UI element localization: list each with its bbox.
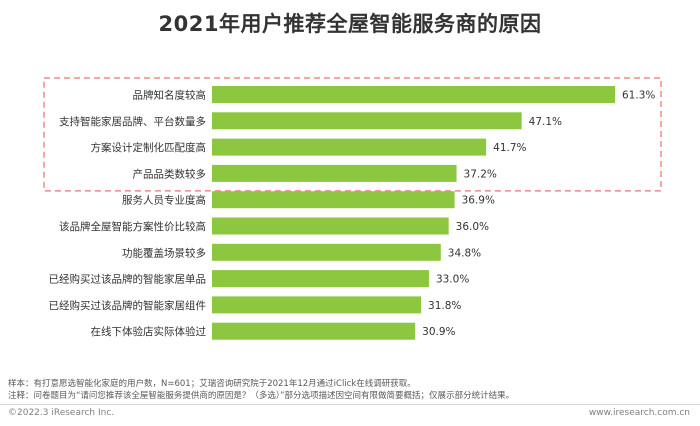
category-label: 方案设计定制化匹配度高	[91, 141, 207, 154]
value-label: 36.9%	[462, 195, 495, 207]
bar	[212, 112, 522, 130]
sample-note: 样本：有打意愿选智能化家庭的用户数，N=601；艾瑞咨询研究院于2021年12月…	[8, 379, 416, 389]
annotation-note: 注释：问卷题目为“请问您推荐该全屋智能服务提供商的原因是？（多选）”部分选项描述…	[8, 391, 515, 401]
bar	[212, 217, 449, 235]
website-text: www.iresearch.com.cn	[588, 408, 690, 418]
value-label: 34.8%	[448, 247, 481, 259]
chart-title: 2021年用户推荐全屋智能服务商的原因	[158, 12, 542, 36]
bar	[212, 322, 416, 340]
bar	[212, 270, 429, 288]
value-label: 31.8%	[428, 300, 461, 312]
category-label: 支持智能家居品牌、平台数量多	[59, 115, 206, 128]
copyright-text: ©2022.3 iResearch Inc.	[8, 408, 115, 418]
value-label: 37.2%	[464, 168, 497, 180]
bar	[212, 86, 615, 103]
highlight-box	[43, 77, 662, 192]
notes: 样本：有打意愿选智能化家庭的用户数，N=601；艾瑞咨询研究院于2021年12月…	[8, 378, 514, 402]
category-label: 产品品类数较多	[133, 167, 207, 180]
bar	[212, 243, 441, 261]
value-label: 36.0%	[456, 221, 489, 233]
value-label: 30.9%	[422, 326, 455, 338]
category-label: 在线下体验店实际体验过	[91, 325, 207, 338]
category-label: 已经购买过该品牌的智能家居单品	[49, 273, 207, 286]
bar	[212, 296, 422, 314]
category-label: 已经购买过该品牌的智能家居组件	[49, 299, 207, 312]
category-label: 该品牌全屋智能方案性价比较高	[59, 220, 206, 233]
category-label: 功能覆盖场景较多	[122, 246, 206, 259]
bar	[212, 138, 487, 156]
bar	[212, 191, 455, 209]
category-label: 品牌知名度较高	[133, 89, 207, 102]
bar-chart: 品牌知名度较高 61.3% 支持智能家居品牌、平台数量多 47.1% 方案设计定制化匹配…	[43, 77, 662, 340]
value-label: 41.7%	[493, 142, 526, 154]
footer-divider	[0, 404, 700, 405]
bar	[212, 164, 457, 182]
category-label: 服务人员专业度高	[122, 194, 206, 207]
value-label: 61.3%	[622, 90, 655, 102]
value-label: 33.0%	[436, 274, 469, 286]
value-label: 47.1%	[529, 116, 562, 128]
